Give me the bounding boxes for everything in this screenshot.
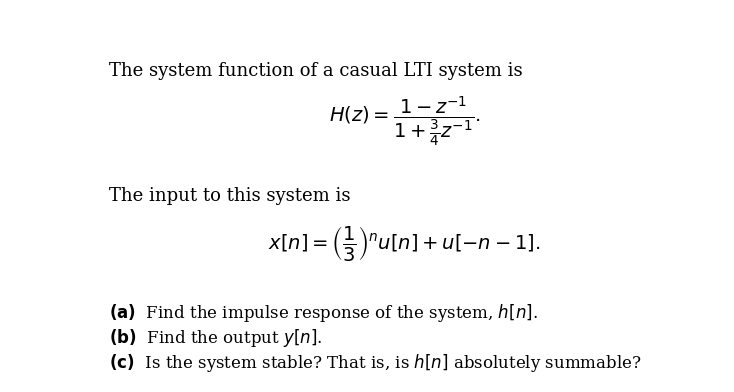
- Text: $\mathbf{(a)}$  Find the impulse response of the system, $h[n]$.: $\mathbf{(a)}$ Find the impulse response…: [109, 302, 537, 324]
- Text: The system function of a casual LTI system is: The system function of a casual LTI syst…: [109, 62, 523, 80]
- Text: $\mathbf{(b)}$  Find the output $y[n]$.: $\mathbf{(b)}$ Find the output $y[n]$.: [109, 327, 322, 349]
- Text: $x[n] = \left(\dfrac{1}{3}\right)^{n} u[n] + u[-n-1].$: $x[n] = \left(\dfrac{1}{3}\right)^{n} u[…: [269, 224, 541, 263]
- Text: $H(z) = \dfrac{1 - z^{-1}}{1 + \frac{3}{4}z^{-1}}.$: $H(z) = \dfrac{1 - z^{-1}}{1 + \frac{3}{…: [329, 94, 481, 148]
- Text: $\mathbf{(c)}$  Is the system stable? That is, is $h[n]$ absolutely summable?: $\mathbf{(c)}$ Is the system stable? Tha…: [109, 352, 642, 374]
- Text: The input to this system is: The input to this system is: [109, 187, 350, 205]
